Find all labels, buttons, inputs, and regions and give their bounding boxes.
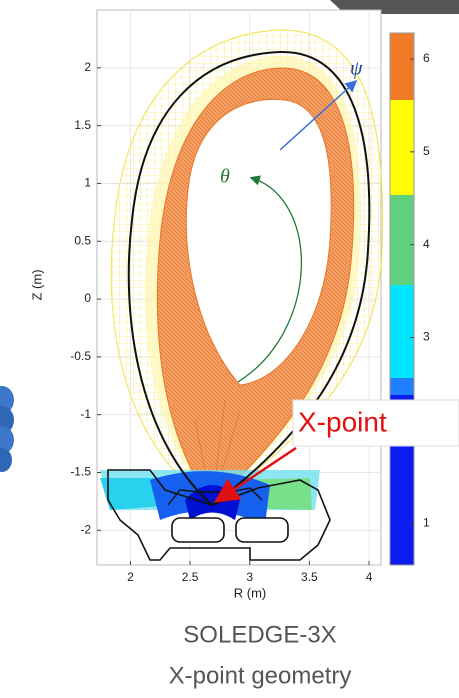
x-axis-label: R (m) — [234, 585, 267, 600]
x-tick-label: 2.5 — [182, 570, 199, 584]
theta-label: θ — [220, 166, 230, 188]
colorbar — [390, 33, 414, 565]
y-tick-label: 1 — [84, 176, 91, 190]
y-tick-label: 0 — [84, 291, 91, 305]
x-tick-label: 2 — [127, 570, 134, 584]
y-tick-label: 0.5 — [74, 233, 91, 247]
caption: X-point geometry — [169, 662, 352, 689]
y-tick-label: 2 — [84, 60, 91, 74]
y-tick-label: 1.5 — [74, 118, 91, 132]
figure: ψ θ 22.533.5421.510.50-0.5-1-1.5-213456 … — [0, 0, 459, 698]
y-tick-label: -2 — [80, 522, 91, 536]
colorbar-tick-label: 1 — [423, 515, 430, 529]
y-tick-label: -1.5 — [70, 465, 91, 479]
xpoint-label: X-point — [298, 406, 387, 437]
colorbar-tick-label: 4 — [423, 237, 430, 251]
coil-decoration — [0, 386, 14, 472]
y-axis-label: Z (m) — [29, 269, 44, 300]
x-tick-label: 3 — [246, 570, 253, 584]
caption: SOLEDGE-3X — [183, 621, 336, 648]
x-tick-label: 4 — [366, 570, 373, 584]
x-tick-label: 3.5 — [301, 570, 318, 584]
colorbar-tick-label: 3 — [423, 330, 430, 344]
colorbar-tick-label: 5 — [423, 144, 430, 158]
y-tick-label: -1 — [80, 407, 91, 421]
y-tick-label: -0.5 — [70, 349, 91, 363]
psi-label: ψ — [350, 58, 363, 80]
colorbar-tick-label: 6 — [423, 51, 430, 65]
